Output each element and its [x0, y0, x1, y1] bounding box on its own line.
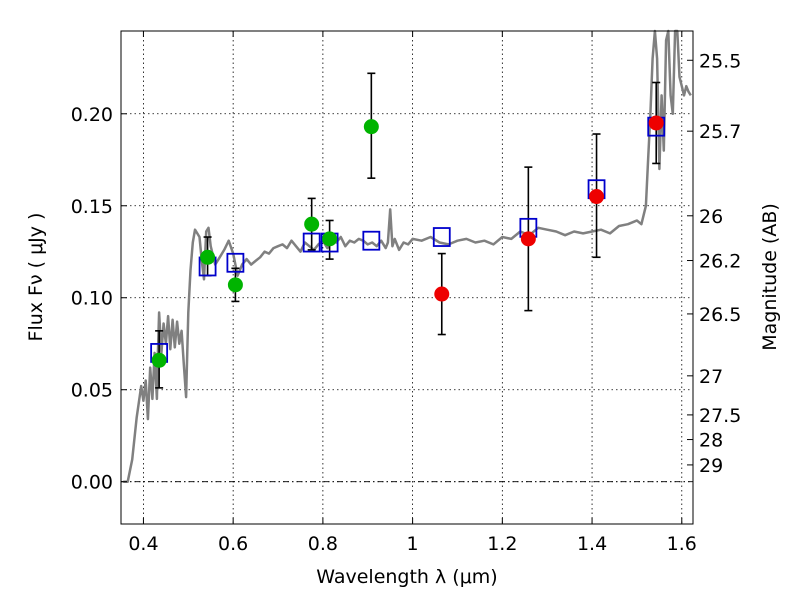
right-tick-label: 25.5	[699, 50, 741, 72]
model-photometry-square	[432, 227, 451, 247]
x-tick-label: 0.4	[128, 533, 158, 555]
x-tick-label: 1.4	[577, 533, 607, 555]
y-right-axis-label: Magnitude (AB)	[759, 203, 781, 351]
x-axis-label: Wavelength λ (μm)	[316, 566, 497, 588]
red-data-point	[589, 189, 605, 205]
y-tick-label: 0.15	[71, 196, 113, 218]
x-tick-label: 1.6	[667, 533, 697, 555]
y-tick-label: 0.10	[71, 288, 113, 310]
green-data-point	[151, 352, 167, 368]
data-markers	[150, 115, 666, 368]
tick-labels: 0.4 0.6 0.8 1 1.2 1.4 1.6 0.00 0.05 0.10 0.15 0.20 2…	[71, 50, 742, 555]
red-data-point	[520, 231, 536, 247]
error-bars	[155, 72, 661, 389]
right-tick-label: 26.5	[699, 304, 741, 326]
right-tick-label: 27.5	[699, 405, 741, 427]
right-tick-label: 27	[699, 366, 723, 388]
model-photometry-square	[302, 232, 321, 253]
x-tick-label: 1.2	[487, 533, 517, 555]
right-tick-label: 26.2	[699, 251, 741, 273]
green-data-point	[227, 277, 243, 293]
right-tick-label: 28	[699, 430, 723, 452]
y-tick-label: 0.05	[71, 380, 113, 402]
x-tick-label: 1	[407, 533, 419, 555]
green-data-point	[322, 231, 338, 247]
axis-ticks	[121, 31, 693, 524]
x-tick-label: 0.6	[218, 533, 248, 555]
right-tick-label: 25.7	[699, 121, 741, 143]
red-data-point	[434, 286, 450, 302]
red-data-point	[648, 115, 664, 131]
y-axis-label: Flux Fν ( μJy )	[25, 213, 47, 342]
model-photometry-square	[226, 252, 245, 273]
right-tick-label: 26	[699, 206, 723, 228]
green-data-point	[304, 216, 320, 232]
y-tick-label: 0.00	[71, 472, 113, 494]
y-tick-label: 0.20	[71, 104, 113, 126]
model-sed-line	[123, 29, 692, 483]
right-tick-label: 29	[699, 455, 723, 477]
green-data-point	[363, 119, 379, 135]
plot-frame	[120, 30, 694, 525]
x-tick-label: 0.8	[308, 533, 338, 555]
model-sed	[123, 29, 692, 483]
model-photometry-square	[362, 230, 381, 251]
green-data-point	[200, 249, 216, 265]
grid-lines	[121, 31, 693, 524]
